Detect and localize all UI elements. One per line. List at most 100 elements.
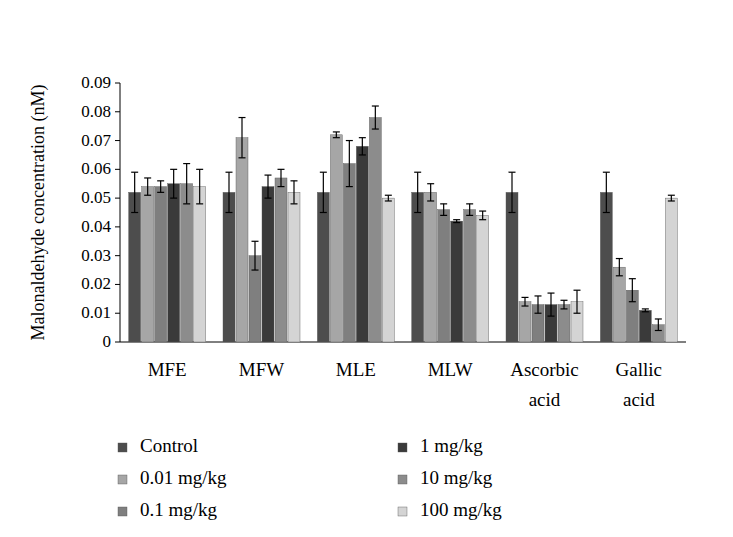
- error-stem: [349, 141, 350, 187]
- error-stem: [134, 172, 135, 212]
- error-bar: [668, 195, 675, 201]
- error-stem: [336, 132, 337, 138]
- error-bar: [346, 141, 353, 187]
- error-cap: [655, 330, 662, 331]
- y-tick-label: 0.07: [81, 131, 111, 150]
- y-tick: [115, 198, 120, 199]
- bar: [288, 192, 300, 342]
- error-cap: [265, 198, 272, 199]
- error-cap: [427, 200, 434, 201]
- chart: 00.010.020.030.040.050.060.070.080.09Mal…: [0, 0, 733, 537]
- error-stem: [241, 118, 242, 158]
- bar: [665, 198, 677, 342]
- error-cap: [440, 203, 447, 204]
- error-cap: [522, 305, 529, 306]
- error-cap: [265, 174, 272, 175]
- error-cap: [196, 203, 203, 204]
- error-cap: [252, 241, 259, 242]
- error-bar: [265, 175, 272, 198]
- legend-swatch: [118, 443, 127, 452]
- error-cap: [535, 313, 542, 314]
- error-stem: [658, 319, 659, 331]
- x-tick-label: Ascorbicacid: [510, 359, 579, 410]
- error-bar: [453, 220, 460, 223]
- error-cap: [603, 212, 610, 213]
- bar: [464, 210, 476, 342]
- y-tick-label: 0.05: [81, 188, 111, 207]
- y-tick: [115, 83, 120, 84]
- bar: [519, 302, 531, 342]
- error-cap: [509, 212, 516, 213]
- x-tick-label: Gallicacid: [616, 359, 662, 410]
- error-cap: [616, 258, 623, 259]
- error-stem: [323, 172, 324, 212]
- error-stem: [576, 290, 577, 313]
- error-stem: [147, 178, 148, 195]
- bar: [168, 184, 180, 342]
- bar: [613, 267, 625, 342]
- error-bar: [561, 300, 568, 309]
- bar: [356, 146, 368, 342]
- bar: [262, 187, 274, 342]
- y-tick: [115, 284, 120, 285]
- error-stem: [417, 172, 418, 212]
- y-tick-label: 0.03: [81, 246, 111, 265]
- error-bar: [252, 241, 259, 270]
- error-cap: [574, 313, 581, 314]
- x-tick-label: MLW: [428, 359, 473, 380]
- legend-swatch: [398, 443, 407, 452]
- legend-label: 10 mg/kg: [420, 467, 493, 488]
- error-cap: [668, 195, 675, 196]
- y-tick-label: 0.06: [81, 159, 111, 178]
- error-cap: [196, 169, 203, 170]
- legend-label: 0.01 mg/kg: [140, 467, 227, 488]
- bar: [438, 210, 450, 342]
- error-stem: [606, 172, 607, 212]
- error-cap: [479, 219, 486, 220]
- bar: [412, 192, 424, 342]
- error-bar: [629, 279, 636, 302]
- error-cap: [427, 183, 434, 184]
- error-stem: [228, 172, 229, 212]
- error-bar: [144, 178, 151, 195]
- error-cap: [629, 301, 636, 302]
- y-tick-label: 0: [103, 332, 112, 351]
- bar: [343, 164, 355, 342]
- error-cap: [548, 316, 555, 317]
- bar: [194, 187, 206, 342]
- y-tick: [115, 169, 120, 170]
- y-tick: [115, 313, 120, 314]
- error-cap: [170, 198, 177, 199]
- error-cap: [574, 290, 581, 291]
- bar: [558, 305, 570, 342]
- bar: [275, 178, 287, 342]
- error-cap: [561, 308, 568, 309]
- bar: [425, 192, 437, 342]
- error-bar: [183, 164, 190, 204]
- bar: [600, 192, 612, 342]
- error-bar: [479, 211, 486, 220]
- error-cap: [183, 203, 190, 204]
- error-bar: [616, 259, 623, 276]
- error-cap: [359, 154, 366, 155]
- error-bar: [226, 172, 233, 212]
- error-stem: [632, 279, 633, 302]
- error-cap: [252, 269, 259, 270]
- bar: [129, 192, 141, 342]
- error-bar: [170, 169, 177, 198]
- y-tick: [115, 255, 120, 256]
- error-bar: [535, 296, 542, 313]
- error-cap: [372, 128, 379, 129]
- error-stem: [524, 297, 525, 306]
- y-tick: [115, 140, 120, 141]
- y-tick: [115, 226, 120, 227]
- legend-swatch: [118, 507, 127, 516]
- error-bar: [291, 181, 298, 204]
- error-cap: [440, 215, 447, 216]
- error-cap: [509, 172, 516, 173]
- y-tick-label: 0.04: [81, 217, 111, 236]
- error-cap: [642, 311, 649, 312]
- error-stem: [173, 169, 174, 198]
- y-tick: [115, 342, 120, 343]
- bar: [451, 221, 463, 342]
